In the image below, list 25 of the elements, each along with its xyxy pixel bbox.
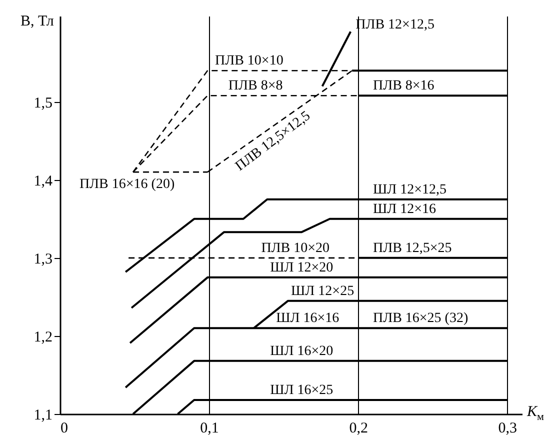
annotation: ШЛ 12×20 — [270, 260, 334, 276]
annotation: ШЛ 16×16 — [276, 311, 340, 326]
x-tick-label: 0 — [60, 420, 68, 436]
y-axis-title: B, Тл — [20, 14, 54, 30]
y-tick-label: 1,4 — [34, 173, 53, 190]
annotation: ШЛ 12×12,5 — [372, 182, 446, 198]
x-tick-label: 0,1 — [200, 420, 219, 436]
y-tick-label: 1,2 — [34, 329, 52, 346]
x-tick-label: 0,3 — [498, 420, 517, 436]
y-tick-label: 1,5 — [34, 95, 52, 112]
annotation: ПЛВ 10×10 — [214, 54, 284, 69]
annotation: ШЛ 16×25 — [270, 382, 334, 398]
annotation: ПЛВ 8×8 — [228, 78, 283, 94]
y-tick-label: 1,1 — [34, 408, 52, 424]
x-tick-label: 0,2 — [349, 420, 368, 436]
y-tick-label: 1,3 — [34, 251, 52, 268]
x-axis-title: K$_{м}$ — [527, 404, 544, 423]
annotation: ПЛВ 16×25 (32) — [372, 311, 468, 326]
annotation: ПЛВ 10×20 — [261, 240, 330, 256]
annotation: ПЛВ 12,5×25 — [372, 240, 452, 256]
annotation: ШЛ 12×16 — [372, 202, 436, 217]
annotation: ШЛ 12×25 — [291, 284, 354, 299]
annotation: ПЛВ 16×16 (20) — [79, 177, 175, 192]
annotation: ПЛВ 8×16 — [372, 78, 434, 94]
annotation: ШЛ 16×20 — [270, 344, 334, 359]
